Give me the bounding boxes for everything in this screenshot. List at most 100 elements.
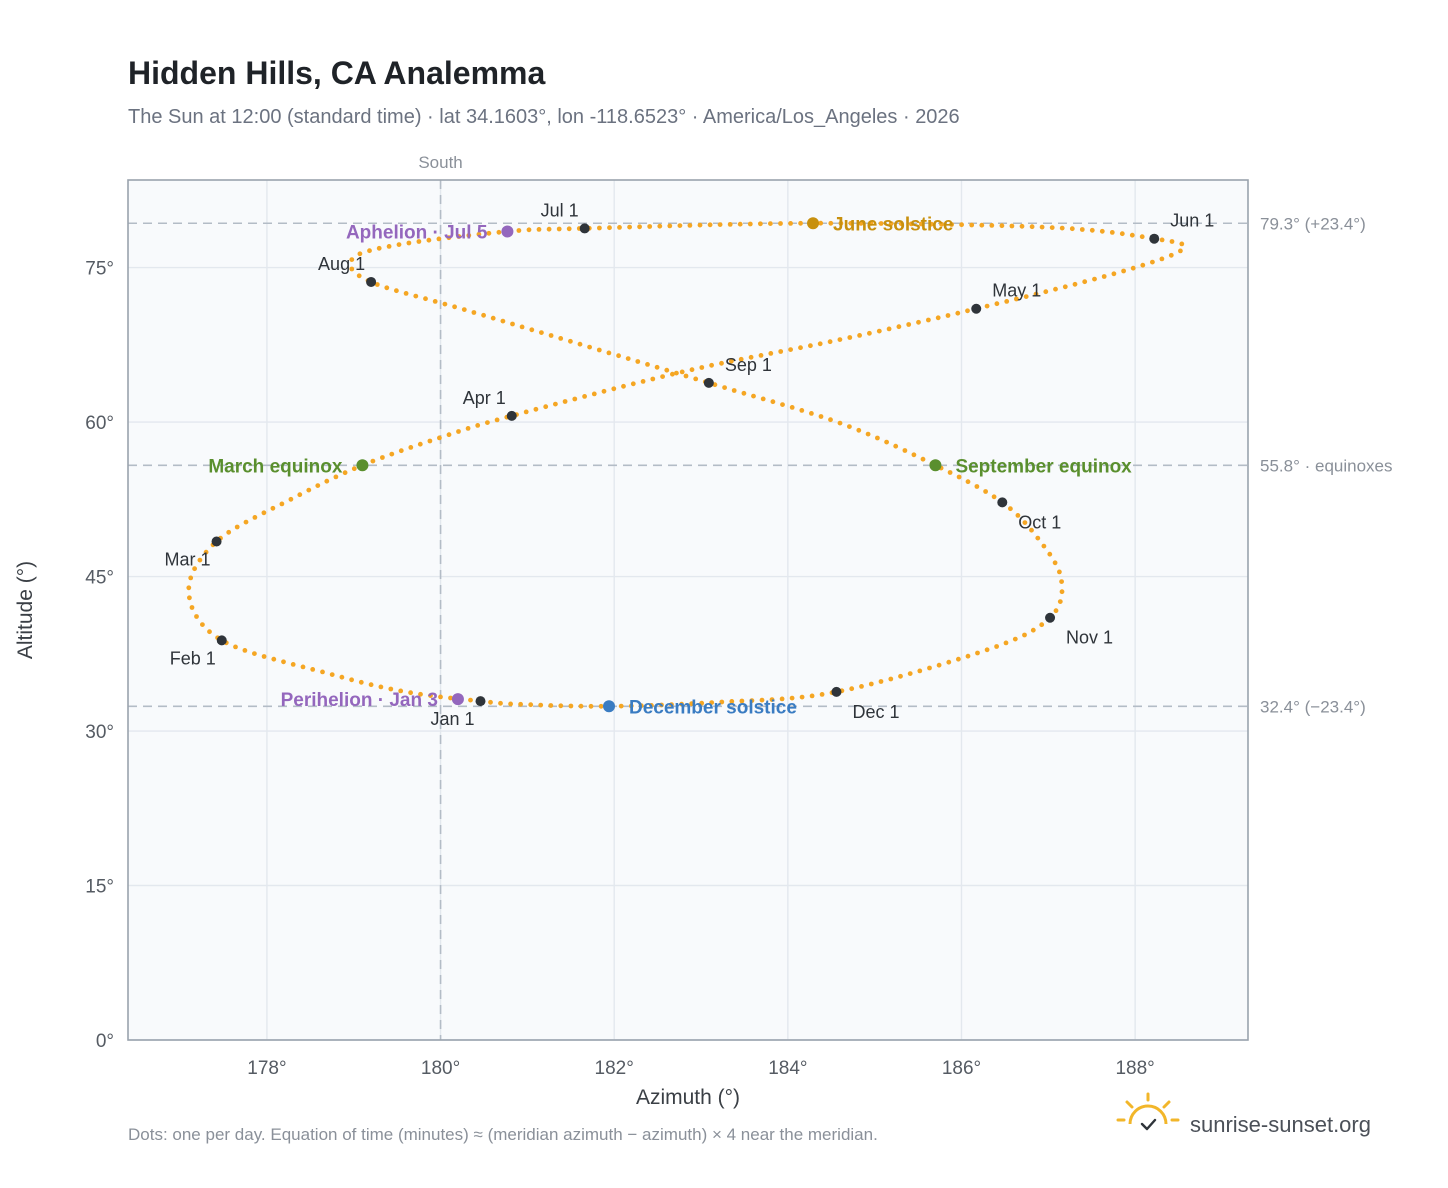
daily-sun-dot (468, 697, 473, 703)
daily-sun-dot (398, 448, 404, 454)
daily-sun-dot (657, 223, 663, 229)
month-marker (971, 303, 982, 314)
daily-sun-dot (536, 227, 542, 232)
daily-sun-dot (1178, 248, 1183, 254)
daily-sun-dot (956, 656, 961, 662)
month-marker-label: Jan 1 (430, 709, 474, 729)
daily-sun-dot (261, 510, 267, 516)
month-marker (216, 635, 227, 646)
daily-sun-dot (252, 515, 258, 520)
daily-sun-dot (1089, 227, 1095, 233)
daily-sun-dot (649, 703, 654, 708)
daily-sun-dot (461, 307, 467, 312)
daily-sun-dot (965, 308, 970, 314)
event-label: December solstice (629, 697, 797, 718)
month-marker-label: Mar 1 (165, 550, 211, 570)
event-label: March equinox (208, 456, 343, 477)
daily-sun-dot (635, 359, 641, 364)
daily-sun-dot (408, 445, 414, 450)
daily-sun-dot (271, 656, 277, 662)
daily-sun-dot (384, 285, 390, 291)
daily-sun-dot (486, 230, 492, 236)
daily-sun-dot (637, 224, 642, 230)
daily-sun-dot (1057, 599, 1063, 604)
month-marker-label: Jun 1 (1170, 211, 1214, 231)
month-marker (1045, 612, 1056, 623)
daily-sun-dot (808, 343, 813, 349)
daily-sun-dot (558, 703, 564, 709)
daily-sun-dot (1009, 223, 1015, 229)
daily-sun-dot (737, 221, 743, 227)
daily-sun-dot (984, 303, 990, 309)
y-tick-label: 15° (85, 877, 114, 898)
x-tick-label: 186° (942, 1058, 981, 1079)
daily-sun-dot (339, 674, 345, 680)
daily-sun-dot (994, 644, 999, 649)
x-axis-label: Azimuth (°) (636, 1086, 740, 1109)
daily-sun-dot (670, 371, 675, 377)
daily-sun-dot (539, 330, 544, 335)
daily-sun-dot (297, 492, 303, 498)
daily-sun-dot (674, 370, 679, 376)
daily-sun-dot (200, 622, 205, 627)
daily-sun-dot (548, 703, 554, 708)
daily-sun-dot (640, 379, 646, 384)
daily-sun-dot (974, 484, 980, 489)
month-marker (1149, 233, 1160, 244)
daily-sun-dot (618, 703, 624, 709)
daily-sun-dot (329, 672, 335, 677)
daily-sun-dot (591, 391, 597, 397)
daily-sun-dot (888, 221, 894, 227)
daily-sun-dot (769, 697, 775, 702)
daily-sun-dot (654, 364, 660, 370)
event-label: Perihelion · Jan 3 (281, 690, 438, 711)
daily-sun-dot (1059, 589, 1065, 595)
daily-sun-dot (747, 221, 753, 227)
daily-sun-dot (333, 474, 339, 480)
daily-sun-dot (446, 432, 452, 438)
daily-sun-dot (598, 703, 604, 709)
daily-sun-dot (376, 245, 382, 251)
daily-sun-dot (342, 470, 348, 476)
daily-sun-dot (709, 700, 715, 705)
daily-sun-dot (306, 487, 312, 493)
daily-sun-dot (510, 321, 515, 327)
daily-sun-dot (999, 223, 1005, 229)
daily-sun-dot (1119, 231, 1125, 237)
daily-sun-dot (389, 451, 395, 457)
daily-sun-dot (936, 662, 942, 668)
daily-sun-dot (186, 585, 192, 591)
daily-sun-dot (1130, 265, 1136, 271)
daily-sun-dot (817, 341, 823, 347)
daily-sun-dot (413, 293, 419, 299)
daily-sun-dot (768, 221, 773, 227)
daily-sun-dot (949, 222, 954, 227)
daily-sun-dot (929, 221, 934, 227)
y-tick-label: 75° (85, 259, 114, 280)
y-axis-label: Altitude (°) (14, 561, 37, 659)
daily-sun-dot (394, 288, 399, 294)
daily-sun-dot (1029, 224, 1035, 230)
daily-sun-dot (898, 673, 903, 679)
daily-sun-dot (621, 383, 626, 389)
daily-sun-dot (437, 435, 442, 441)
daily-sun-dot (699, 700, 705, 706)
daily-sun-dot (572, 396, 578, 402)
daily-sun-dot (500, 318, 506, 324)
daily-sun-dot (630, 381, 636, 387)
daily-sun-dot (578, 703, 584, 709)
daily-sun-dot (739, 698, 745, 704)
daily-sun-dot (529, 327, 535, 333)
daily-sun-dot (351, 466, 357, 472)
daily-sun-dot (1004, 299, 1010, 304)
daily-sun-dot (543, 404, 549, 410)
daily-sun-dot (669, 702, 674, 707)
daily-sun-dot (1029, 527, 1034, 533)
plot-area (128, 180, 1248, 1040)
daily-sun-dot (1121, 268, 1126, 274)
month-marker-label: Dec 1 (852, 702, 899, 722)
daily-sun-dot (1030, 627, 1036, 633)
daily-sun-dot (588, 703, 594, 709)
daily-sun-dot (798, 345, 803, 351)
